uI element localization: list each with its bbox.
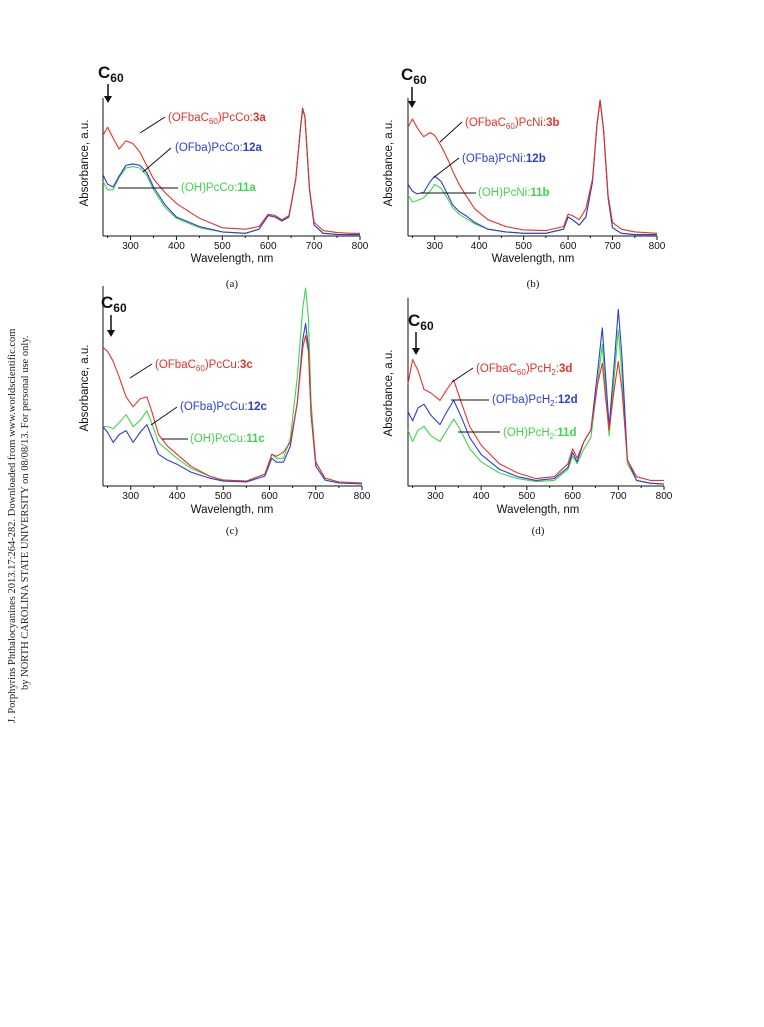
c60-arrow-head [104,96,112,103]
series-label-3c: (OFbaC60)PcCu:3c [155,359,253,373]
chart-panel-3: 300 400 500 600 700 800 Wavelength, nm Absorban… [79,286,371,537]
x-tick-label: 300 [426,241,443,252]
x-tick-label: 800 [352,241,369,252]
y-axis-label: Absorbance, a.u. [79,120,91,207]
c60-arrow-head [107,330,115,337]
x-axis-label: Wavelength, nm [191,504,274,516]
sidebar-note-line1: J. Porphyrins Phthalocyanines 2013.17:26… [7,329,18,723]
leader-line-3b [439,121,463,143]
sidebar-note-line2: by NORTH CAROLINA STATE UNIVERSITY on 08… [20,336,31,690]
x-axis-label: Wavelength, nm [497,504,580,516]
series-line-3a [102,108,360,234]
x-tick-label: 300 [122,241,139,252]
series-line-12a [102,107,360,236]
series-line-11a [102,108,360,236]
panel-caption: (c) [226,525,239,537]
x-tick-label: 600 [260,241,277,252]
series-line-11c [103,287,363,484]
x-tick-label: 700 [604,241,621,252]
series-label-11d: (OH)PcH2:11d [503,427,576,441]
leader-line-12a [142,147,172,173]
leader-line-3d [451,367,474,383]
leader-line-12b [432,157,460,179]
x-tick-label: 600 [560,241,577,252]
panel-caption: (d) [532,525,545,537]
x-tick-label: 400 [168,241,185,252]
x-tick-label: 300 [122,491,139,502]
series-label-11b: (OH)PcNi:11b [478,187,550,199]
series-line-11d [407,329,665,485]
series-label-12a: (OFba)PcCo:12a [175,142,263,154]
series-label-3a: (OFbaC60)PcCo:3a [168,112,266,126]
x-tick-label: 800 [354,491,371,502]
y-axis-label: Absorbance, a.u. [383,350,395,437]
x-tick-label: 500 [519,491,536,502]
x-tick-label: 400 [473,491,490,502]
x-axis-label: Wavelength, nm [191,253,274,265]
series-label-11a: (OH)PcCo:11a [181,182,256,194]
c60-arrow-head [412,348,420,355]
series-label-3d: (OFbaC60)PcH2:3d [476,363,572,377]
series-label-12d: (OFba)PcH2:12d [492,394,578,408]
x-tick-label: 600 [261,491,278,502]
series-line-3b [407,99,658,234]
series-label-12b: (OFba)PcNi:12b [462,153,546,165]
leader-line-3a [139,116,166,134]
leader-line-3c [129,363,153,379]
x-tick-label: 400 [169,491,186,502]
series-label-3b: (OFbaC60)PcNi:3b [465,117,560,131]
x-tick-label: 400 [471,241,488,252]
leader-line-12c [150,406,178,426]
x-tick-label: 700 [610,491,627,502]
x-axis-label: Wavelength, nm [492,253,575,265]
x-tick-label: 300 [427,491,444,502]
c60-label: C60 [98,63,124,85]
series-line-3c [102,334,363,484]
series-label-11c: (OH)PcCu:11c [190,433,265,445]
c60-arrow-head [408,101,416,108]
y-axis-label: Absorbance, a.u. [383,120,395,207]
series-label-12c: (OFba)PcCu:12c [180,401,268,413]
c60-label: C60 [101,293,127,315]
chart-panel-2: 300 400 500 600 700 800 Wavelength, nm Absorban… [383,65,666,290]
x-tick-label: 500 [214,241,231,252]
y-axis-label: Absorbance, a.u. [79,345,91,432]
x-tick-label: 800 [649,241,666,252]
x-tick-label: 800 [656,491,673,502]
x-tick-label: 500 [515,241,532,252]
series-line-12d [407,308,665,485]
x-tick-label: 700 [306,241,323,252]
chart-panel-4: 300 400 500 600 700 800 Wavelength, nm Absorban… [383,298,673,537]
chart-panel-1: 300 400 500 600 700 800 Wavelength, nm Absorban… [79,63,369,290]
sidebar-note: J. Porphyrins Phthalocyanines 2013.17:26… [2,305,38,725]
x-tick-label: 500 [215,491,232,502]
panel-caption: (b) [527,278,540,290]
x-tick-label: 700 [307,491,324,502]
x-tick-label: 600 [564,491,581,502]
c60-label: C60 [408,311,434,333]
panel-caption: (a) [226,278,239,290]
series-line-3d [407,358,664,481]
c60-label: C60 [401,65,427,87]
